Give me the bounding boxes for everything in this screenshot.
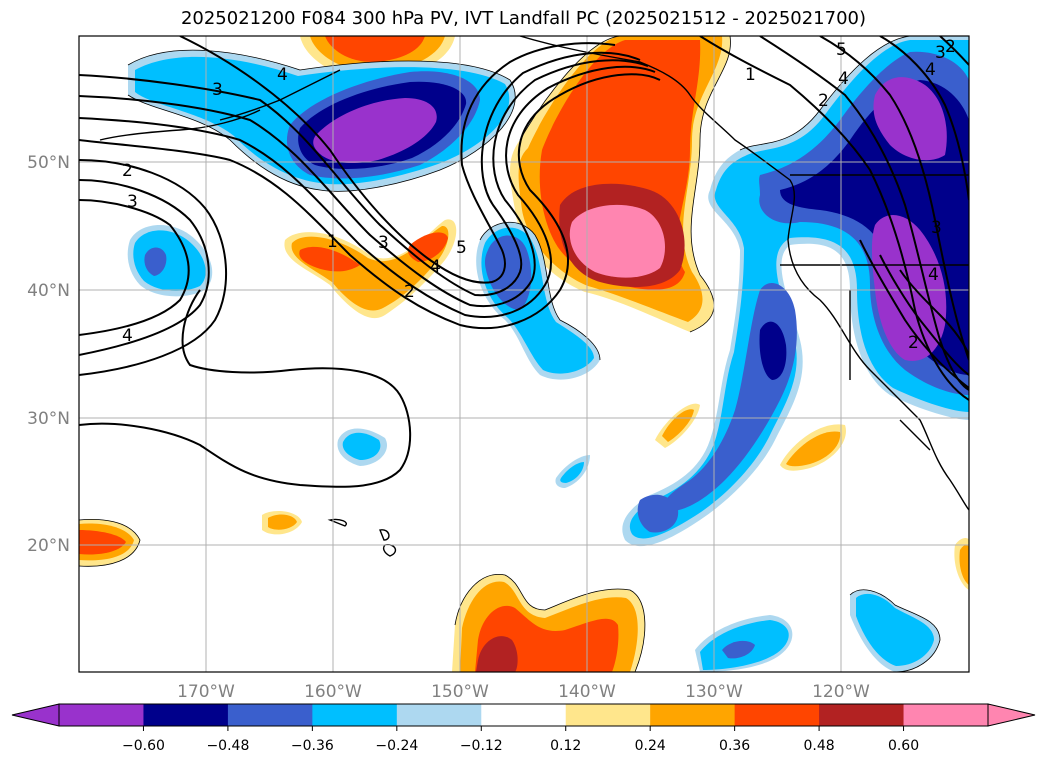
contour-label: 1	[327, 232, 338, 252]
contour-label: 3	[212, 80, 223, 100]
colorbar-segment	[734, 704, 820, 726]
colorbar-segments	[59, 704, 989, 726]
colorbar-segment	[227, 704, 313, 726]
colorbar-segment	[650, 704, 736, 726]
lon-label: 140°W	[558, 682, 616, 702]
contour-label: 2	[945, 37, 956, 57]
negative-anomaly-mid	[127, 222, 600, 488]
contour-label: 1	[745, 65, 756, 85]
lat-label: 30°N	[27, 409, 70, 429]
contour-label: 4	[838, 69, 849, 89]
figure-title: 2025021200 F084 300 hPa PV, IVT Landfall…	[180, 8, 867, 29]
gridlines	[79, 36, 969, 672]
colorbar-tick-label: 0.36	[719, 738, 750, 754]
positive-anomaly-central	[510, 36, 731, 332]
lon-label: 170°W	[177, 682, 235, 702]
colorbar-tick-label: −0.36	[291, 738, 334, 754]
contour-label: 3	[378, 233, 389, 253]
colorbar-tick-label: 0.48	[804, 738, 835, 754]
colorbar-tick-label: −0.12	[460, 738, 503, 754]
colorbar-extend-high	[987, 703, 1036, 727]
colorbar-ticks: −0.60 −0.48 −0.36 −0.24 −0.12 0.12 0.24 0.36 0.4…	[122, 726, 919, 754]
contour-label: 2	[818, 91, 829, 111]
colorbar-segment	[565, 704, 651, 726]
colorbar-segment	[481, 704, 567, 726]
colorbar-tick-label: 0.24	[635, 738, 666, 754]
pv-anomaly-field: 4 3 2 3 4 1 3 5 4 2 1 2 4 5 3 2 4 4 2 3	[79, 36, 969, 672]
colorbar-tick-label: −0.24	[375, 738, 418, 754]
lon-label: 120°W	[812, 682, 870, 702]
lon-label: 150°W	[431, 682, 489, 702]
contour-label: 2	[908, 333, 919, 353]
negative-anomaly-south	[695, 589, 940, 672]
colorbar-segment	[819, 704, 905, 726]
contour-label: 2	[404, 282, 415, 302]
colorbar-extend-low	[11, 703, 60, 727]
contour-label: 4	[925, 60, 936, 80]
contour-label: 3	[931, 218, 942, 238]
positive-anomaly-bottom	[452, 574, 645, 672]
lat-label: 50°N	[27, 153, 70, 173]
contour-label: 3	[935, 43, 946, 63]
contour-label: 4	[430, 257, 441, 277]
colorbar-tick-label: −0.60	[122, 738, 165, 754]
colorbar-tick-label: −0.48	[206, 738, 249, 754]
lat-label: 40°N	[27, 281, 70, 301]
contour-label: 3	[127, 192, 138, 212]
lat-label: 20°N	[27, 536, 70, 556]
lon-label: 160°W	[304, 682, 362, 702]
colorbar: −0.60 −0.48 −0.36 −0.24 −0.12 0.12 0.24 0.36 0.4…	[11, 703, 1036, 754]
colorbar-frame	[58, 703, 989, 727]
map-frame	[78, 35, 970, 673]
colorbar-segment	[396, 704, 482, 726]
lon-label: 130°W	[685, 682, 743, 702]
colorbar-tick-label: 0.12	[550, 738, 581, 754]
contour-label: 4	[277, 65, 288, 85]
contour-labels: 4 3 2 3 4 1 3 5 4 2 1 2 4 5 3 2 4 4 2 3	[122, 37, 956, 353]
anomaly-outlines	[79, 36, 941, 672]
negative-anomaly-trough	[128, 50, 516, 192]
contour-label: 4	[928, 265, 939, 285]
colorbar-segment	[143, 704, 229, 726]
pv-contours	[79, 36, 969, 488]
contour-label: 5	[836, 40, 847, 60]
colorbar-segment	[903, 704, 989, 726]
contour-label: 5	[456, 238, 467, 258]
colorbar-tick-label: 0.60	[888, 738, 919, 754]
contour-label: 4	[122, 326, 133, 346]
colorbar-segment	[59, 704, 144, 726]
latitude-labels: 50°N 40°N 30°N 20°N	[27, 153, 70, 556]
positive-anomaly-mid	[284, 219, 457, 319]
colorbar-segment	[312, 704, 398, 726]
positive-anomaly-small	[79, 403, 969, 590]
contour-label: 2	[122, 161, 133, 181]
longitude-labels: 170°W 160°W 150°W 140°W 130°W 120°W	[177, 682, 870, 702]
